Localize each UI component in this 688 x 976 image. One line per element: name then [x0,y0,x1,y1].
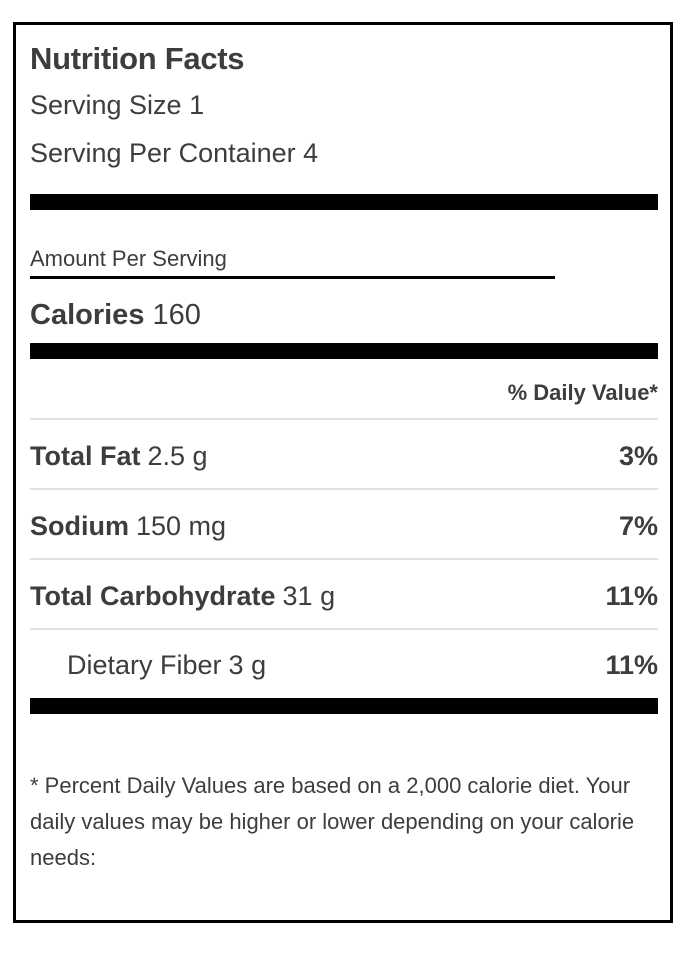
calories-row: Calories 160 [30,295,658,335]
nutrient-name: Total Carbohydrate [30,581,276,611]
nutrient-percent: 7% [618,511,658,541]
nutrient-amount: 31 g [282,581,336,611]
nutrient-name-amount: Total Fat 2.5 g [30,441,208,471]
thick-divider-bar-middle [30,343,658,359]
nutrient-percent: 11% [605,581,658,611]
thick-divider-bar-bottom [30,698,658,714]
amount-per-serving-underline [30,276,555,279]
footnote: * Percent Daily Values are based on a 2,… [30,773,635,870]
nutrient-name: Dietary Fiber [67,650,222,680]
nutrient-amount: 2.5 g [147,441,208,471]
calories-value: 160 [152,299,201,331]
nutrient-name: Total Fat [30,441,141,471]
nutrient-amount: 3 g [228,650,267,680]
serving-size-line: Serving Size 1 [30,90,205,120]
nutrient-name-amount: Sodium 150 mg [30,511,226,541]
label-title: Nutrition Facts [30,41,245,76]
nutrient-row-total-carbohydrate: Total Carbohydrate 31 g 11% [30,560,658,630]
nutrient-row-total-fat: Total Fat 2.5 g 3% [30,420,658,490]
servings-per-container-line: Serving Per Container 4 [30,138,319,168]
amount-per-serving-label: Amount Per Serving [30,246,227,271]
nutrient-percent: 3% [618,441,658,471]
nutrient-row-sodium: Sodium 150 mg 7% [30,490,658,560]
calories-label: Calories [30,299,145,331]
nutrition-facts-label: Nutrition Facts Serving Size 1 Serving P… [13,22,673,923]
nutrient-name-amount: Dietary Fiber 3 g [67,650,266,680]
daily-value-header: % Daily Value* [30,359,658,420]
nutrient-row-dietary-fiber: Dietary Fiber 3 g 11% [30,630,658,698]
nutrient-name: Sodium [30,511,129,541]
nutrient-amount: 150 mg [136,511,227,541]
thick-divider-bar-top [30,194,658,210]
nutrient-name-amount: Total Carbohydrate 31 g [30,581,335,611]
nutrient-percent: 11% [605,650,658,680]
